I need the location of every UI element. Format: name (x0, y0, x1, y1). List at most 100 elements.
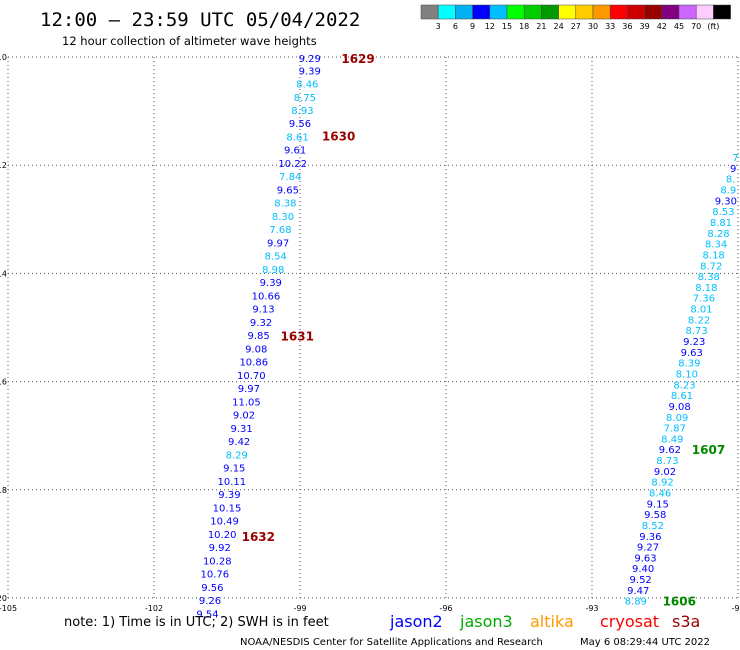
colorbar-label: 18 (519, 22, 529, 31)
colorbar-label: 9 (470, 22, 475, 31)
wave-height-label: 9.13 (252, 305, 274, 316)
wave-height-label: 9.61 (284, 146, 306, 157)
time-label: 1606 (663, 595, 696, 609)
colorbar-swatch (506, 4, 525, 20)
wave-height-label: 9.56 (201, 583, 223, 594)
wave-height-points: 9.29 9.39 8.46 8.75 8.93 9.56 8.61 9.61 10.22 7.8… (196, 54, 738, 621)
wave-height-label: 8.52 (642, 521, 664, 532)
x-tick-label: -105 (0, 604, 17, 613)
wave-height-label: 8.9 (720, 186, 736, 197)
wave-height-label: 9.08 (668, 402, 690, 413)
x-tick-label: -90 (731, 604, 740, 613)
colorbar-label: 3 (436, 22, 441, 31)
colorbar-swatch (523, 4, 542, 20)
wave-height-label: 9.08 (245, 345, 267, 356)
colorbar-swatch (472, 4, 491, 20)
wave-height-label: 8.22 (688, 315, 710, 326)
x-tick-label: -93 (585, 604, 598, 613)
colorbar-label: 12 (485, 22, 495, 31)
colorbar-swatch (437, 4, 456, 20)
colorbar-swatch (575, 4, 594, 20)
wave-height-label: 8.38 (698, 272, 720, 283)
colorbar-label: 30 (588, 22, 598, 31)
footer-note: note: 1) Time is in UTC; 2) SWH is in fe… (64, 615, 329, 630)
wave-height-label: 9.54 (196, 610, 218, 621)
colorbar-label: 27 (571, 22, 581, 31)
time-label: 1631 (281, 330, 314, 344)
wave-height-label: 7 (732, 153, 738, 164)
wave-height-label: 9.39 (260, 278, 282, 289)
wave-height-label: 9.30 (715, 196, 737, 207)
colorbar-swatch (644, 4, 663, 20)
wave-height-label: 9.65 (277, 186, 299, 197)
colorbar-label: 24 (554, 22, 564, 31)
wave-height-label: 8.49 (661, 434, 683, 445)
colorbar-label: 6 (453, 22, 458, 31)
colorbar-swatch (713, 4, 731, 20)
x-tick-label: -96 (439, 604, 452, 613)
wave-height-label: 8.23 (673, 380, 695, 391)
wave-height-label: 8.38 (274, 199, 296, 210)
colorbar-label: 45 (674, 22, 684, 31)
wave-height-label: 8.89 (625, 597, 647, 608)
wave-height-label: 8.54 (265, 252, 287, 263)
colorbar-label: 39 (640, 22, 650, 31)
wave-height-label: 10.22 (278, 159, 307, 170)
colorbar-label: (ft) (707, 22, 719, 31)
wave-height-label: 9.15 (223, 464, 245, 475)
wave-height-label: 7.36 (693, 294, 715, 305)
wave-height-label: 8.18 (703, 250, 725, 261)
time-label: 1632 (242, 530, 275, 544)
wave-height-label: 9.52 (630, 575, 652, 586)
wave-height-label: 8.09 (666, 413, 688, 424)
wave-height-label: 9.97 (267, 239, 289, 250)
wave-height-label: 10.28 (203, 557, 232, 568)
wave-height-label: 9.42 (228, 437, 250, 448)
wave-height-label: 8.92 (651, 478, 673, 489)
color-legend: 3 6 9 12 15 18 21 24 27 30 33 36 39 42 45 70 (ft) (420, 4, 731, 31)
grid (7, 56, 739, 599)
wave-height-label: 10.20 (208, 530, 237, 541)
wave-height-label: 8.61 (286, 133, 308, 144)
wave-height-label: 9.63 (681, 348, 703, 359)
colorbar-swatch (678, 4, 697, 20)
y-tick-label: -20 (0, 594, 7, 603)
wave-height-label: 9.27 (637, 543, 659, 554)
wave-height-label: 9.29 (299, 54, 321, 65)
colorbar-swatch (592, 4, 611, 20)
wave-height-label: 8.30 (272, 212, 294, 223)
y-tick-label: -12 (0, 161, 7, 170)
wave-height-label: 9.92 (209, 543, 231, 554)
wave-height-label: 10.11 (218, 477, 247, 488)
y-tick-label: -10 (0, 53, 7, 62)
wave-height-label: 8.73 (686, 326, 708, 337)
wave-height-label: 8.28 (707, 229, 729, 240)
satellite-name: jason2 (389, 612, 443, 631)
wave-height-label: 7.87 (664, 424, 686, 435)
wave-height-label: 10.49 (210, 517, 239, 528)
wave-height-label: 9.97 (238, 384, 260, 395)
colorbar-swatch (558, 4, 577, 20)
satellite-legend: jason2 jason3 altika cryosat s3a (389, 612, 700, 631)
wave-height-label: 10.70 (237, 371, 266, 382)
wave-height-label: 8.39 (678, 359, 700, 370)
colorbar-swatch (609, 4, 628, 20)
wave-height-label: 9.56 (289, 119, 311, 130)
wave-height-label: 8.46 (649, 489, 671, 500)
wave-height-label: 8. (726, 175, 736, 186)
colorbar-swatch (420, 4, 439, 20)
satellite-name: s3a (672, 612, 700, 631)
wave-height-label: 9.58 (644, 510, 666, 521)
wave-height-label: 8.81 (710, 218, 732, 229)
wave-height-label: 9.39 (299, 67, 321, 78)
wave-height-label: 9.32 (250, 318, 272, 329)
x-tick-label: -102 (145, 604, 163, 613)
wave-height-label: 8.93 (291, 106, 313, 117)
wave-height-label: 9.40 (632, 564, 654, 575)
colorbar-swatch (541, 4, 559, 20)
wave-height-label: 8.46 (296, 80, 318, 91)
wave-height-label: 8.72 (700, 261, 722, 272)
wave-height-label: 11.05 (232, 398, 261, 409)
colorbar-swatch (627, 4, 645, 20)
